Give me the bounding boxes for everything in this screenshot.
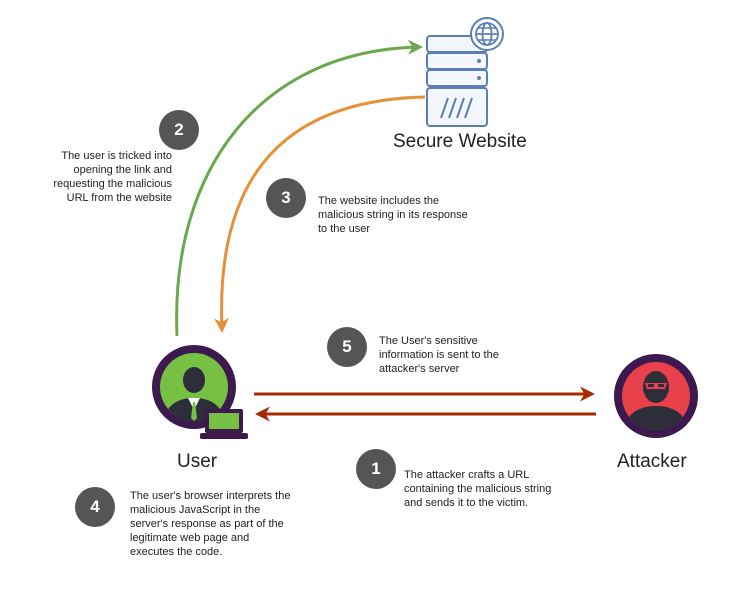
arrow-response-to-user (213, 95, 426, 333)
step-4-text: The user's browser interprets the malici… (130, 490, 291, 558)
step-1-text: The attacker crafts a URL containing the… (404, 469, 552, 509)
step-badge-1: 1 (356, 449, 396, 489)
step-2-text: The user is tricked into opening the lin… (53, 150, 172, 204)
attacker-label: Attacker (617, 451, 687, 472)
step-badge-3: 3 (266, 178, 306, 218)
step-badge-4: 4 (75, 487, 115, 527)
hacker-icon (614, 354, 698, 438)
user-label: User (177, 451, 218, 472)
server-globe-icon (426, 17, 504, 127)
step-5-text: The User's sensitive information is sent… (379, 335, 499, 375)
user-laptop-icon (152, 345, 248, 439)
step-badge-5: 5 (327, 327, 367, 367)
step-badge-2: 2 (159, 110, 199, 150)
step-3-text: The website includes the malicious strin… (318, 195, 468, 235)
arrow-request-to-website (175, 39, 423, 337)
server-label: Secure Website (393, 131, 527, 152)
